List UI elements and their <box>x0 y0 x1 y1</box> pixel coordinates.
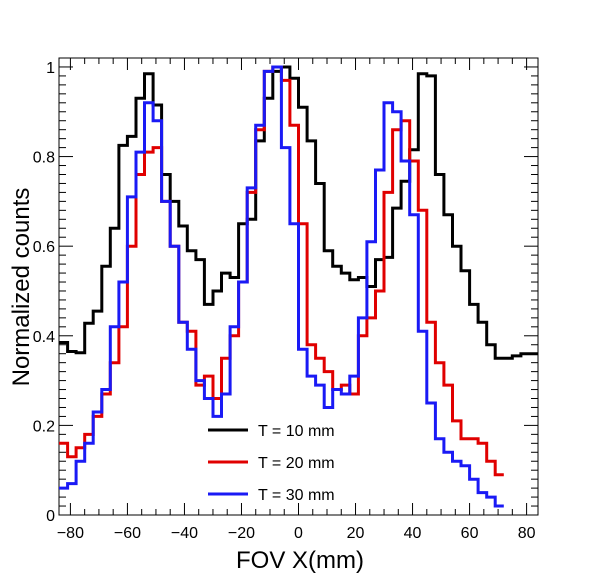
y-tick-label: 1 <box>46 60 55 77</box>
x-tick-label: −60 <box>114 525 141 542</box>
x-tick-label: −80 <box>57 525 84 542</box>
y-axis-ticks: 0 0.2 0.4 0.6 0.8 1 <box>33 60 538 525</box>
x-tick-label: 80 <box>518 525 536 542</box>
y-tick-label: 0.2 <box>33 418 55 435</box>
x-tick-label: −40 <box>171 525 198 542</box>
legend: T = 10 mm T = 20 mm T = 30 mm <box>208 423 335 504</box>
legend-label-1: T = 10 mm <box>258 423 335 440</box>
y-tick-label: 0 <box>46 508 55 525</box>
x-tick-label: 0 <box>294 525 303 542</box>
y-tick-label: 0.8 <box>33 150 55 167</box>
x-axis-title: FOV X(mm) <box>236 547 364 573</box>
series-group <box>59 65 538 508</box>
x-axis-ticks: −80 −60 −40 −20 0 20 40 60 80 <box>57 58 536 542</box>
y-tick-label: 0.6 <box>33 239 55 256</box>
legend-label-3: T = 30 mm <box>258 487 335 504</box>
x-tick-label: 20 <box>347 525 365 542</box>
x-tick-label: 40 <box>404 525 422 542</box>
y-tick-label: 0.4 <box>33 329 55 346</box>
series-line-1 <box>59 65 538 360</box>
series-line-3 <box>59 65 504 508</box>
y-axis-title: Normalized counts <box>8 188 35 387</box>
legend-label-2: T = 20 mm <box>258 455 335 472</box>
x-tick-label: −20 <box>228 525 255 542</box>
x-tick-label: 60 <box>461 525 479 542</box>
